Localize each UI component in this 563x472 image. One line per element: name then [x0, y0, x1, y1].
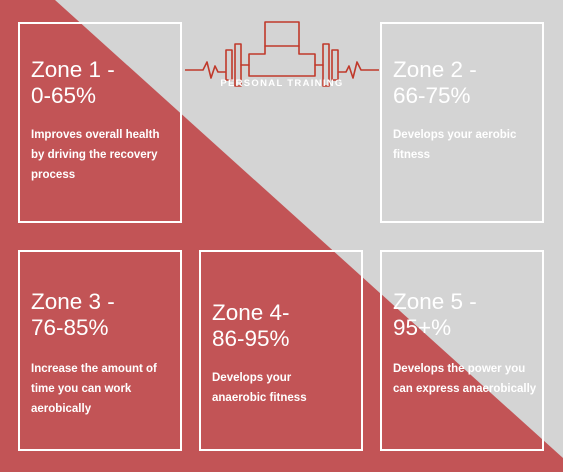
zone-2-title-line2: 66-75% — [393, 82, 471, 108]
zone-4-title: Zone 4- 86-95% — [212, 300, 290, 351]
zone-5-title-line2: 95+% — [393, 314, 452, 340]
zone-3-card: Zone 3 - 76-85% Increase the amount of t… — [18, 250, 182, 451]
zone-3-title-line1: Zone 3 - — [31, 289, 115, 314]
zone-3-title-line2: 76-85% — [31, 314, 109, 340]
zone-4-description: Develops your anaerobic fitness — [212, 372, 307, 404]
zone-2-card: Zone 2 - 66-75% Develops your aerobic fi… — [380, 22, 544, 223]
zone-3-description: Increase the amount of time you can work… — [31, 363, 157, 415]
zone-1-description: Improves overall health by driving the r… — [31, 129, 160, 181]
zone-5-card: Zone 5 - 95+% Develops the power you can… — [380, 250, 544, 451]
zone-5-description: Develops the power you can express anaer… — [393, 363, 537, 395]
zone-3-title: Zone 3 - 76-85% — [31, 289, 115, 340]
zone-2-description: Develops your aerobic fitness — [393, 129, 517, 161]
zone-2-title: Zone 2 - 66-75% — [393, 57, 477, 108]
zone-1-title-line2: 0-65% — [31, 82, 97, 108]
zone-4-title-line1: Zone 4- — [212, 300, 290, 325]
zone-4-card: Zone 4- 86-95% Develops your anaerobic f… — [199, 250, 363, 451]
zone-1-title: Zone 1 - 0-65% — [31, 57, 115, 108]
dumbbell-heartbeat-icon — [185, 21, 379, 87]
zone-1-title-line1: Zone 1 - — [31, 57, 115, 82]
zone-2-title-line1: Zone 2 - — [393, 57, 477, 82]
zone-5-title: Zone 5 - 95+% — [393, 289, 477, 340]
zone-5-title-line1: Zone 5 - — [393, 289, 477, 314]
zone-4-title-line2: 86-95% — [212, 325, 290, 351]
zone-1-card: Zone 1 - 0-65% Improves overall health b… — [18, 22, 182, 223]
logo-text: PERSONAL TRAINING — [220, 78, 344, 89]
